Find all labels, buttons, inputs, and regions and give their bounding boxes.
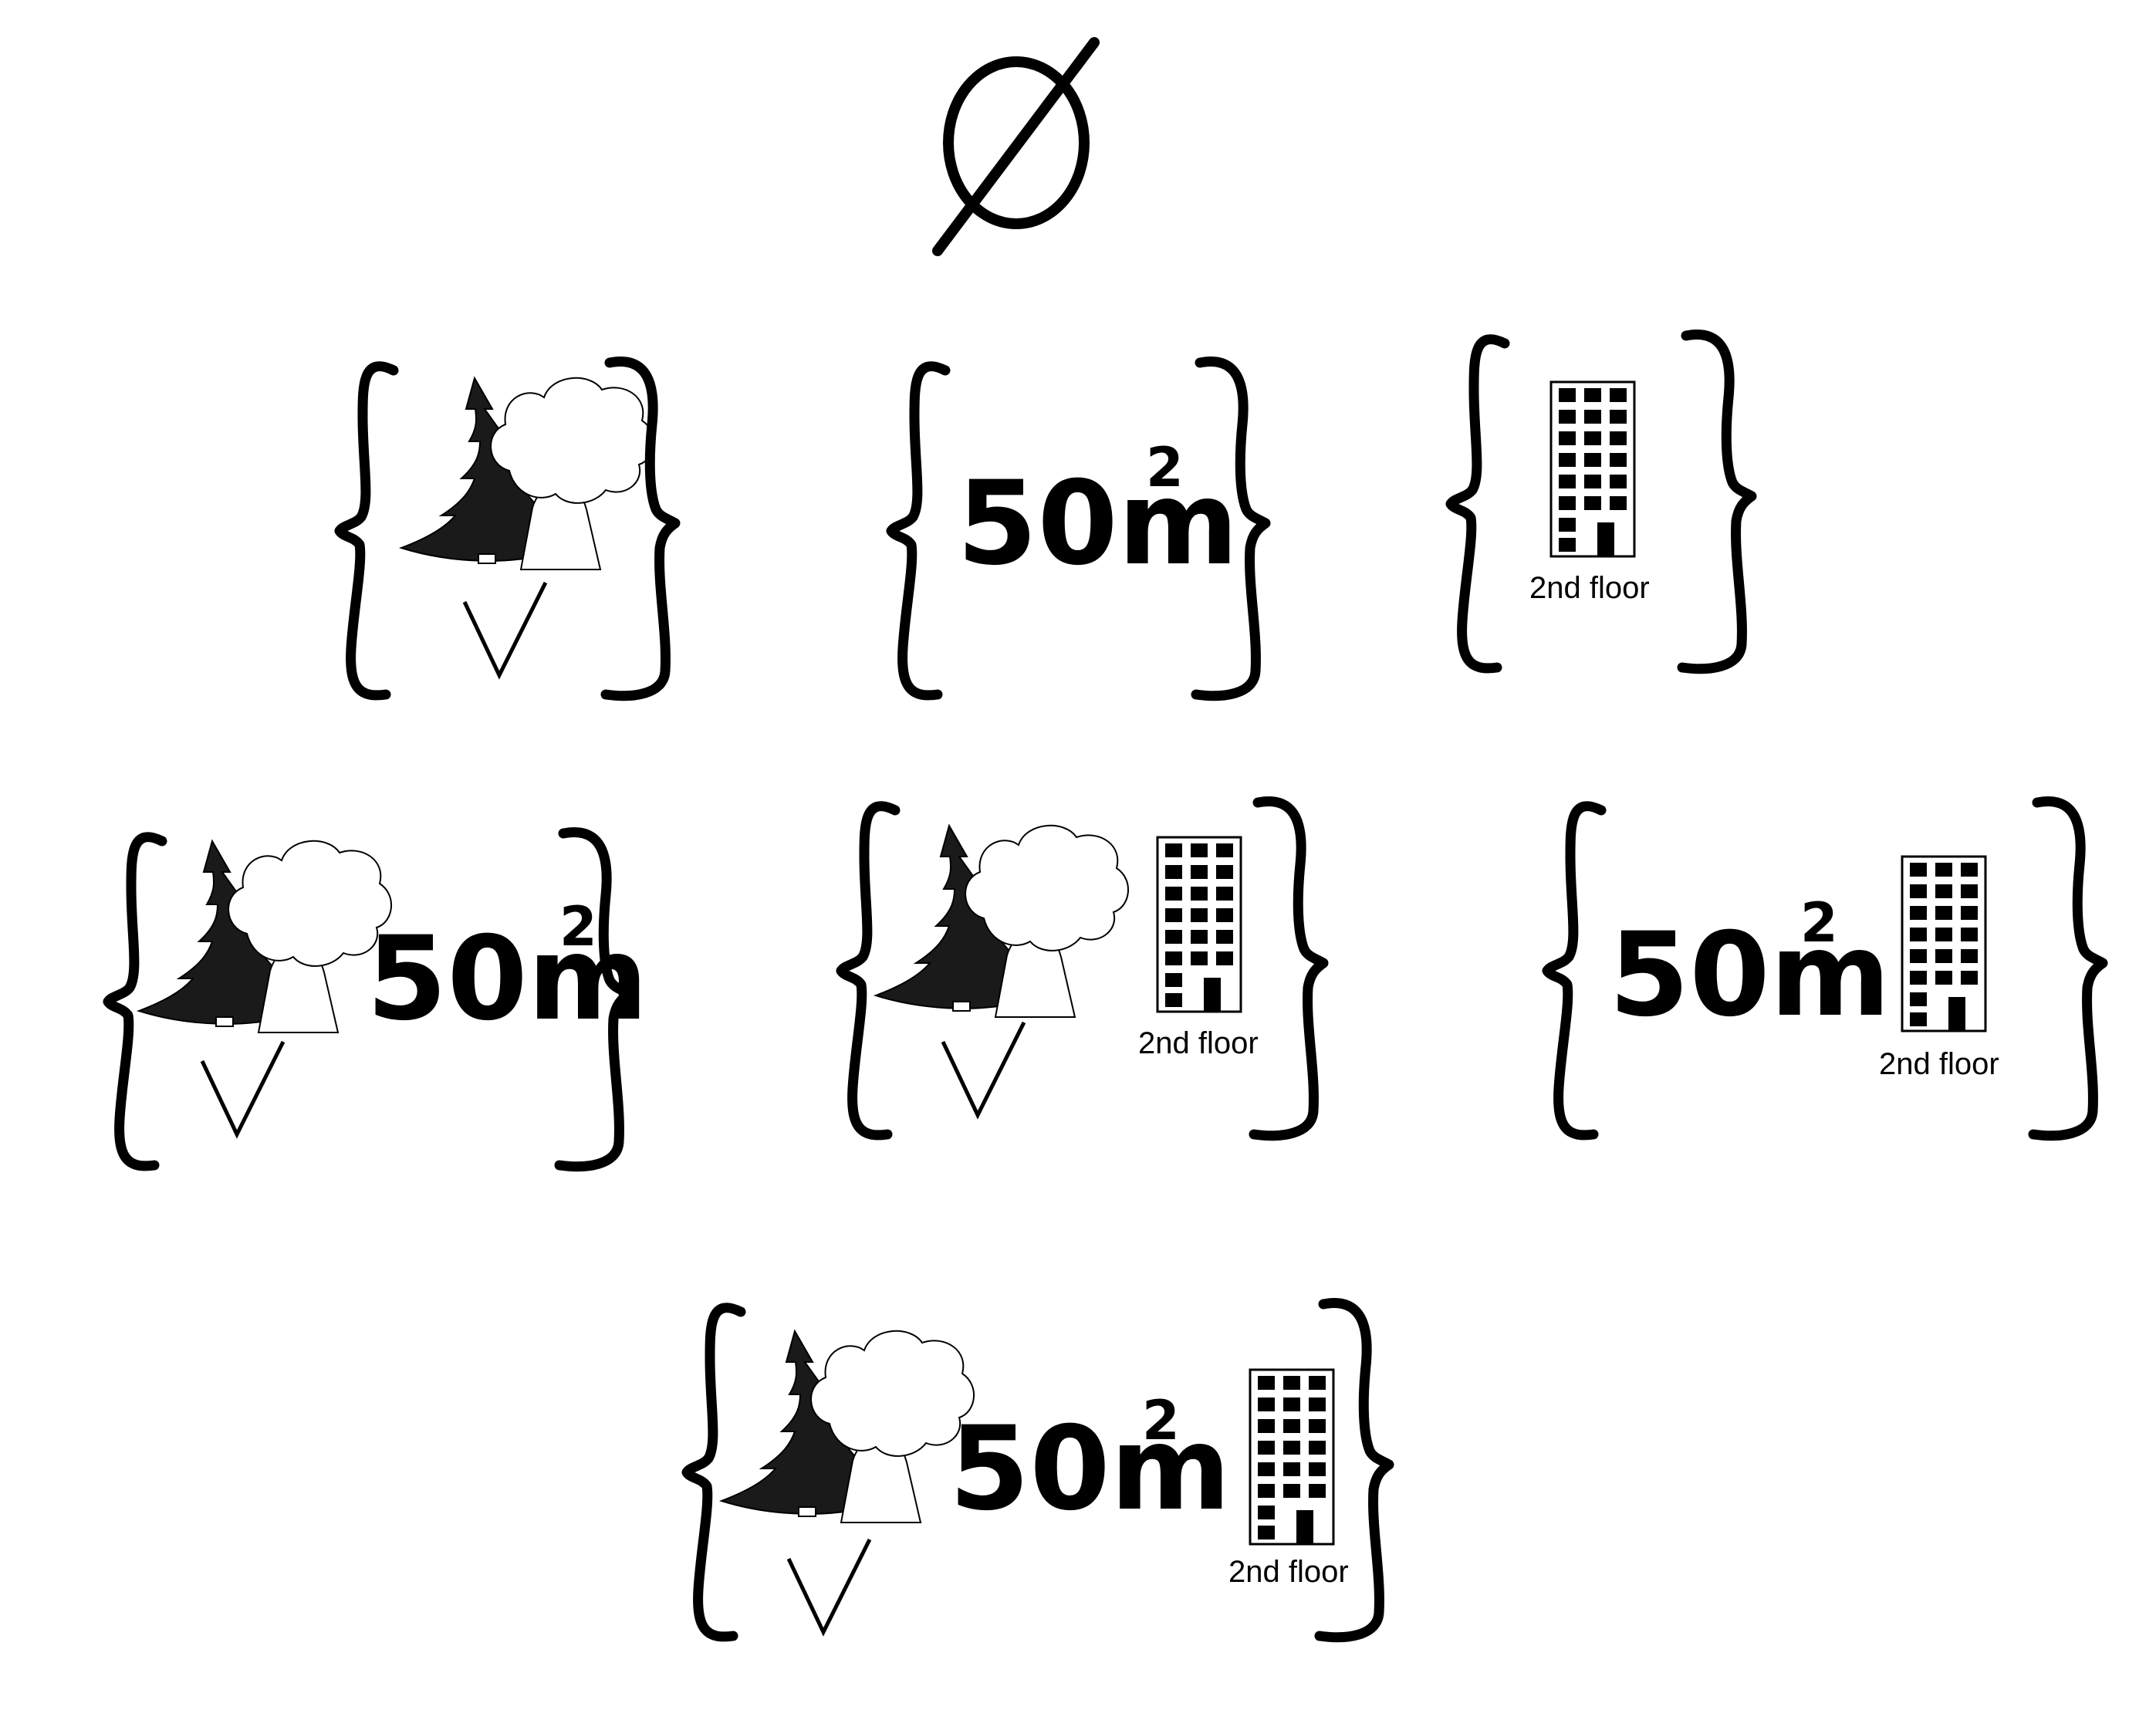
left-brace	[340, 367, 394, 695]
forest-trees-icon	[400, 377, 655, 570]
floor-label: 2nd floor	[1228, 1555, 1349, 1589]
left-brace	[1451, 340, 1505, 668]
left-brace	[841, 806, 895, 1135]
left-brace	[108, 837, 162, 1166]
set-trees-area: 50m 2	[108, 832, 648, 1166]
left-brace	[1547, 806, 1601, 1135]
area-label: 50m	[949, 1402, 1231, 1536]
area-exponent: 2	[559, 895, 597, 958]
forest-trees-icon	[721, 1330, 975, 1523]
forest-trees-icon	[875, 824, 1130, 1018]
set-area: 50m 2	[891, 361, 1266, 695]
left-brace	[687, 1308, 741, 1637]
checkmark-icon	[202, 1042, 283, 1134]
area-exponent: 2	[1142, 1389, 1180, 1452]
right-brace	[2033, 801, 2103, 1135]
right-brace	[1682, 334, 1752, 668]
empty-set-node	[932, 37, 1100, 256]
area-exponent: 2	[1800, 891, 1838, 955]
set-area-floor: 50m 2 2nd floor	[1547, 801, 2103, 1135]
area-exponent: 2	[1146, 436, 1184, 499]
area-label: 50m	[957, 457, 1239, 591]
floor-label: 2nd floor	[1529, 571, 1650, 605]
apartment-building-icon	[1249, 1368, 1335, 1546]
left-brace	[891, 367, 945, 695]
apartment-building-icon	[1901, 855, 1987, 1032]
set-floor: 2nd floor	[1451, 334, 1752, 668]
set-trees	[340, 361, 675, 695]
area-label: 50m	[1609, 908, 1891, 1043]
checkmark-icon	[943, 1022, 1024, 1115]
floor-label: 2nd floor	[1879, 1047, 1999, 1081]
apartment-building-icon	[1549, 380, 1636, 558]
checkmark-icon	[465, 583, 546, 675]
set-trees-floor: 2nd floor	[841, 801, 1323, 1135]
right-brace	[1254, 801, 1323, 1135]
checkmark-icon	[789, 1539, 870, 1632]
set-trees-area-floor: 50m 2 2nd floor	[687, 1303, 1389, 1637]
forest-trees-icon	[138, 840, 393, 1033]
floor-label: 2nd floor	[1138, 1026, 1259, 1060]
apartment-building-icon	[1156, 836, 1242, 1013]
